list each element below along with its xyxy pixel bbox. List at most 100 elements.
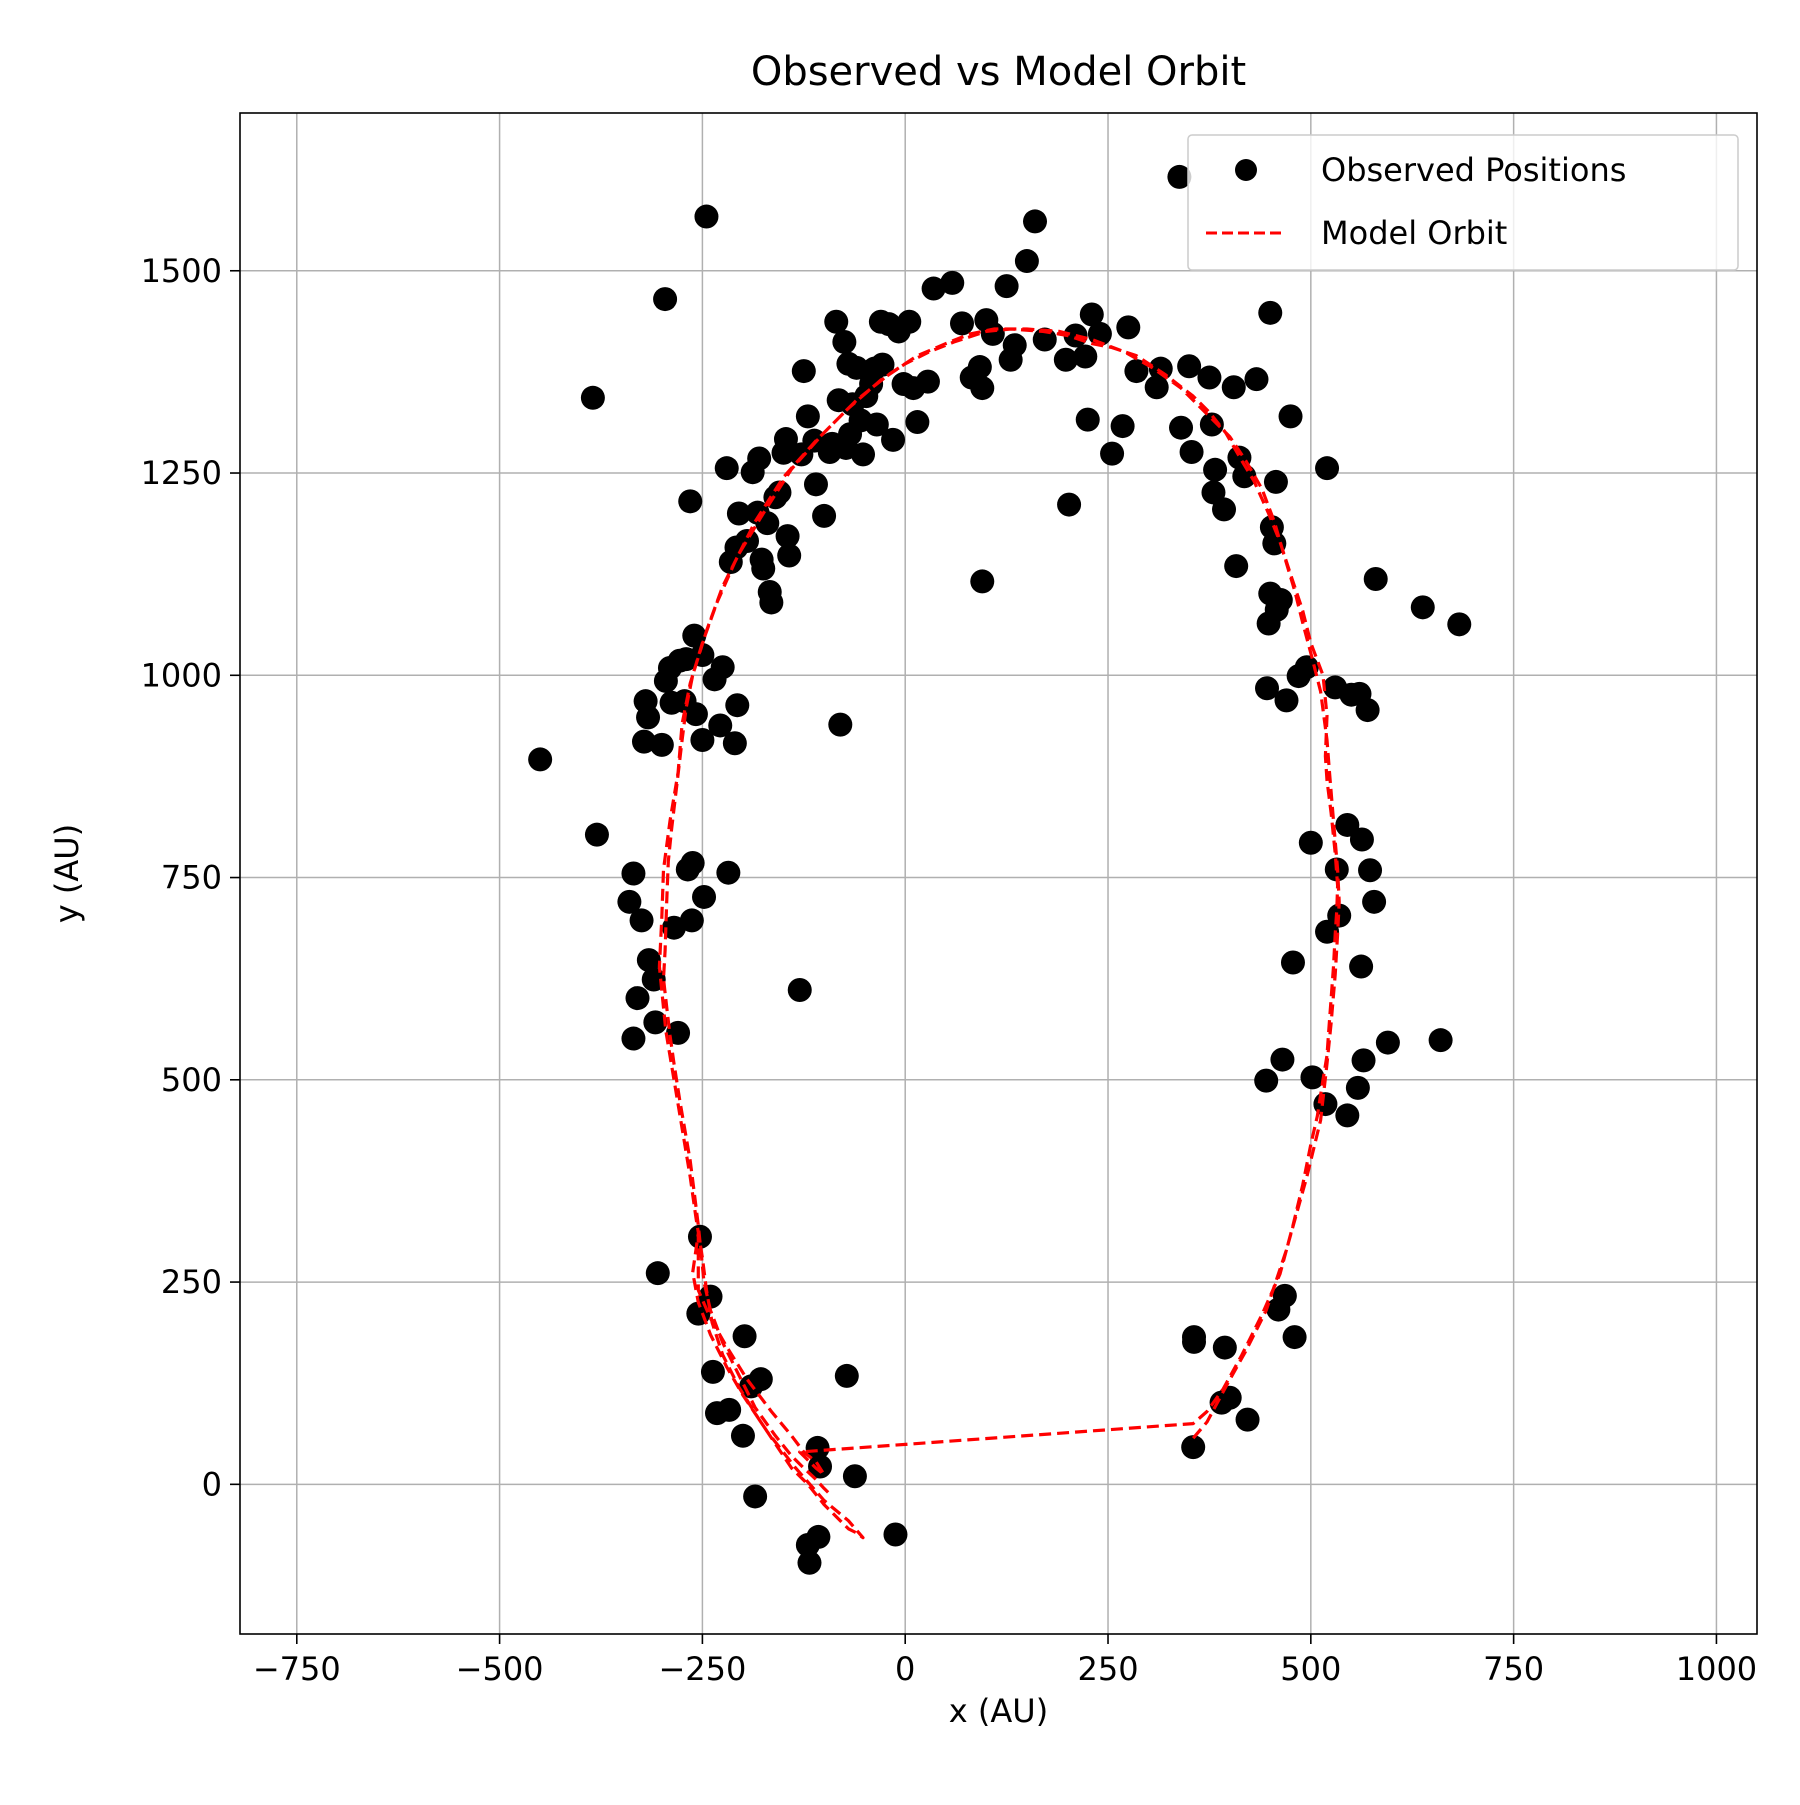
observed-point (714, 456, 739, 481)
observed-point (682, 623, 707, 648)
x-tick-label: 250 (1077, 1650, 1138, 1688)
observed-point (1270, 1047, 1295, 1072)
plot-frame (239, 112, 1758, 1635)
observed-point (1002, 333, 1027, 358)
legend-observed-marker (1235, 159, 1257, 181)
observed-point (1363, 567, 1388, 592)
observed-point (748, 1367, 773, 1392)
observed-point (1169, 415, 1194, 440)
observed-point (797, 1550, 822, 1575)
observed-point (1144, 375, 1169, 400)
observed-point (915, 369, 940, 394)
observed-point (743, 1484, 768, 1509)
observed-point (629, 908, 654, 933)
x-axis-label: x (AU) (949, 1692, 1048, 1730)
observed-point (1224, 554, 1249, 579)
observed-point (1447, 612, 1472, 637)
observed-point (994, 274, 1019, 299)
observed-point (1300, 1065, 1325, 1090)
model-orbit-line (657, 327, 1341, 1540)
observed-point (1349, 954, 1374, 979)
observed-point (1255, 676, 1280, 701)
observed-point (775, 524, 800, 549)
observed-point (851, 442, 876, 467)
observed-point (1263, 469, 1288, 494)
observed-point (1280, 950, 1305, 975)
observed-point (1053, 347, 1078, 372)
observed-point (584, 822, 609, 847)
y-tick-label: 750 (161, 859, 222, 897)
observed-point (791, 359, 816, 384)
observed-point (680, 850, 705, 875)
x-tick-label: 1000 (1676, 1650, 1757, 1688)
observed-point (1358, 858, 1383, 883)
observed-point (1294, 655, 1319, 680)
observed-point (528, 747, 553, 772)
observed-point (1244, 367, 1269, 392)
observed-point (828, 712, 853, 737)
observed-point (883, 1522, 908, 1547)
observed-point (1349, 827, 1374, 852)
observed-point (636, 948, 661, 973)
observed-point (1335, 1103, 1360, 1128)
observed-point (1179, 439, 1204, 464)
observed-point (812, 503, 837, 528)
x-tick-label: −250 (658, 1650, 746, 1688)
observed-point (1057, 492, 1082, 517)
observed-point (1075, 407, 1100, 432)
observed-point (580, 385, 605, 410)
observed-point (1221, 375, 1246, 400)
legend: Observed Positions Model Orbit (1187, 134, 1739, 271)
observed-point (678, 489, 703, 514)
observed-point (1351, 1048, 1376, 1073)
legend-label-observed: Observed Positions (1321, 151, 1626, 189)
observed-point (730, 1423, 755, 1448)
observed-point (1298, 830, 1323, 855)
observed-point (803, 472, 828, 497)
observed-point (1032, 327, 1057, 352)
observed-point (1182, 1329, 1207, 1354)
observed-point (1203, 457, 1228, 482)
y-tick-label: 500 (161, 1061, 222, 1099)
observed-point (787, 978, 812, 1003)
y-tick-label: 1250 (141, 454, 222, 492)
observed-point (751, 556, 776, 581)
observed-point (1315, 456, 1340, 481)
observed-point (1177, 354, 1202, 379)
x-tick-label: 750 (1483, 1650, 1544, 1688)
observed-point (806, 1524, 831, 1549)
observed-point (1212, 497, 1237, 522)
observed-point (690, 728, 715, 753)
observed-point (1235, 1407, 1260, 1432)
observed-point (832, 329, 857, 354)
observed-point (1100, 441, 1125, 466)
observed-point (683, 702, 708, 727)
observed-point (1278, 404, 1303, 429)
observed-point (921, 276, 946, 301)
x-tick-label: −500 (456, 1650, 544, 1688)
observed-point (1148, 356, 1173, 381)
y-axis-label: y (AU) (48, 824, 86, 923)
observed-point (1335, 812, 1360, 837)
observed-point (864, 412, 889, 437)
observed-point (694, 204, 719, 229)
x-tick-label: 500 (1280, 1650, 1341, 1688)
observed-point (980, 321, 1005, 346)
observed-point (970, 376, 995, 401)
observed-point (897, 309, 922, 334)
observed-point (732, 1324, 757, 1349)
x-tick-label: −750 (253, 1650, 341, 1688)
y-tick-label: 1500 (141, 252, 222, 290)
observed-point (870, 352, 895, 377)
observed-point (679, 908, 704, 933)
observed-point (1023, 209, 1048, 234)
observed-point (777, 543, 802, 568)
observed-point (1274, 688, 1299, 713)
observed-point (1410, 595, 1435, 620)
observed-point (1014, 249, 1039, 274)
observed-point (722, 731, 747, 756)
observed-point (773, 427, 798, 452)
observed-point (1197, 365, 1222, 390)
observed-point (1227, 445, 1252, 470)
observed-point (708, 713, 733, 738)
